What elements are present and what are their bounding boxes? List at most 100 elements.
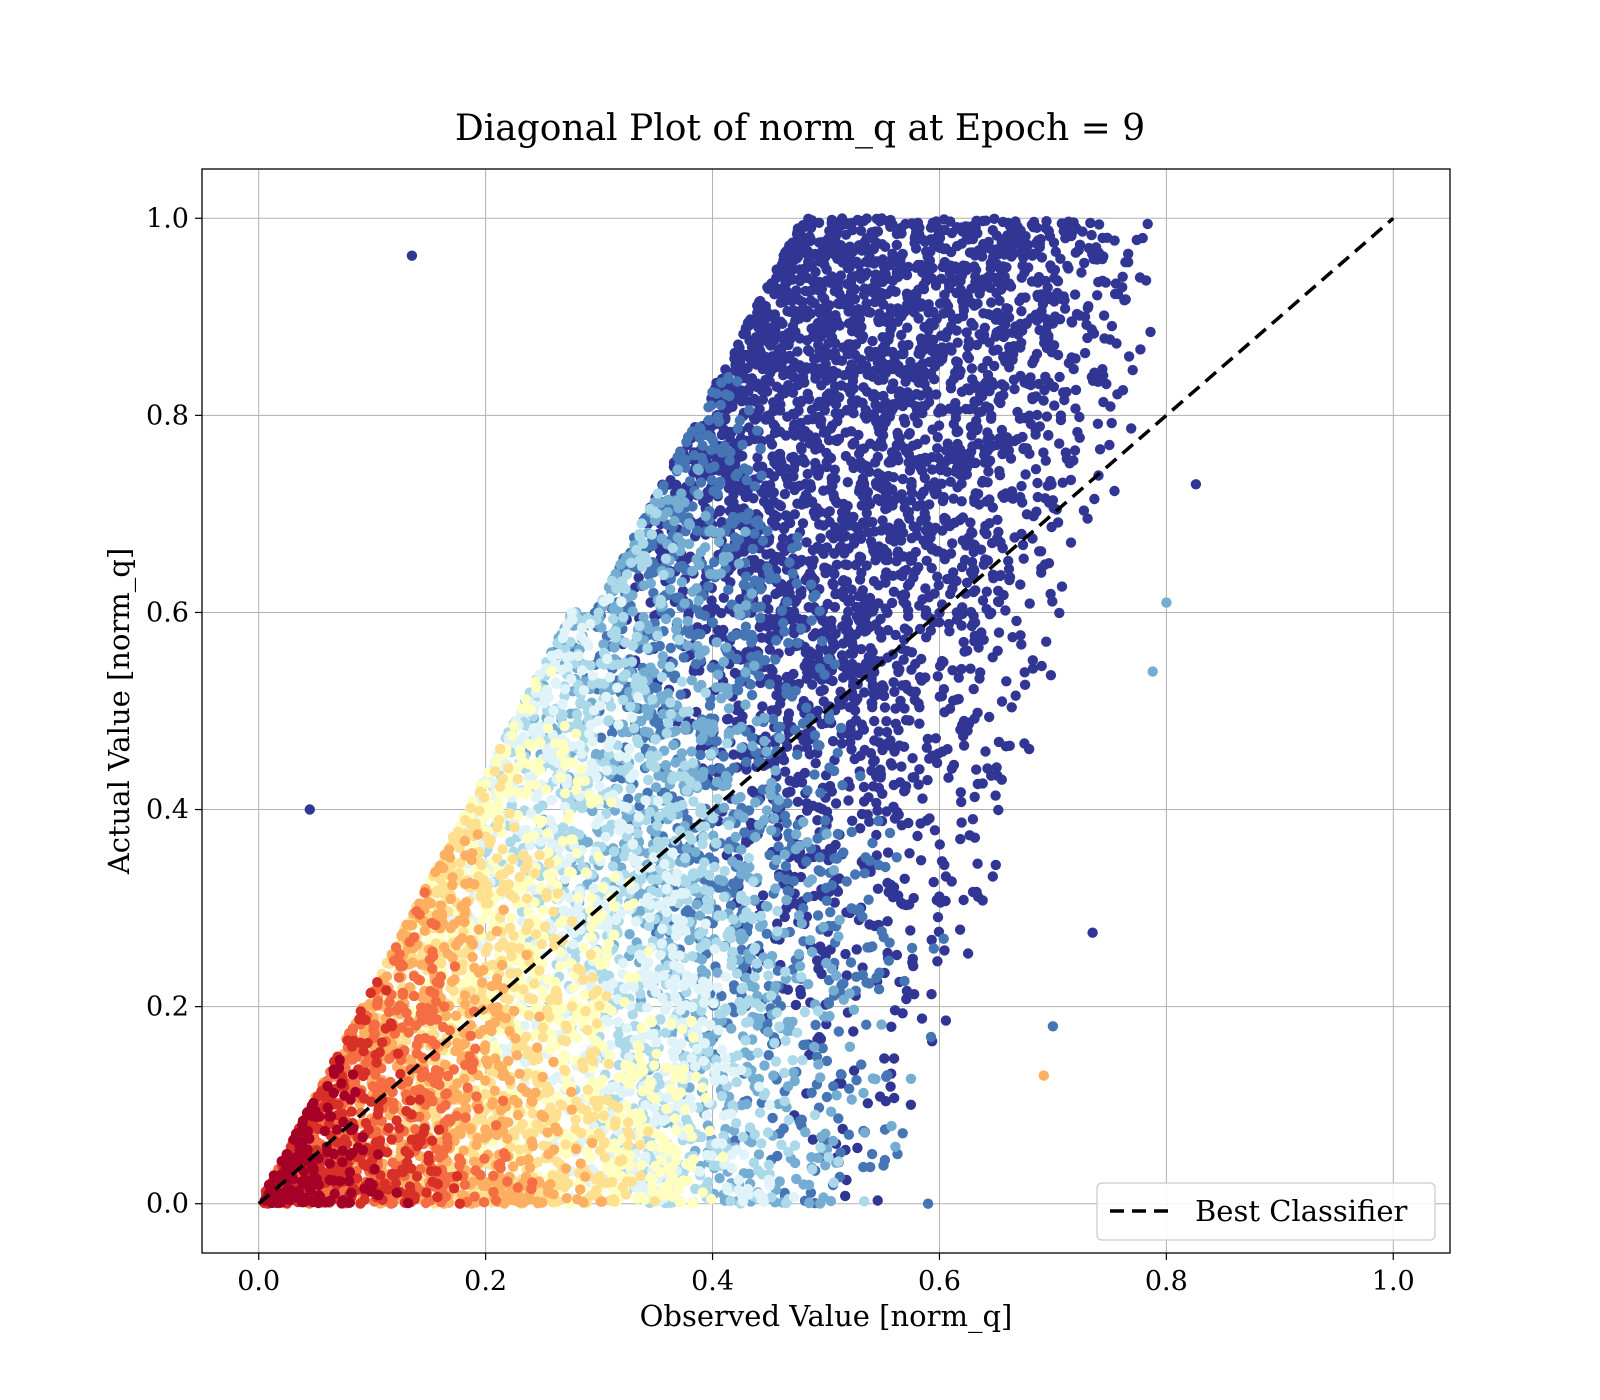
scatter-point bbox=[958, 730, 969, 742]
scatter-point bbox=[886, 1021, 897, 1032]
scatter-point bbox=[749, 481, 761, 492]
scatter-point bbox=[1032, 409, 1043, 421]
scatter-point bbox=[820, 346, 831, 357]
scatter-point bbox=[1089, 493, 1100, 505]
scatter-point bbox=[803, 1179, 815, 1191]
scatter-point bbox=[739, 463, 750, 474]
scatter-point bbox=[1070, 247, 1082, 258]
scatter-point bbox=[710, 443, 722, 454]
scatter-point bbox=[900, 781, 912, 792]
scatter-point bbox=[921, 742, 932, 753]
scatter-point bbox=[809, 1041, 820, 1053]
scatter-point bbox=[1030, 424, 1041, 436]
scatter-point bbox=[824, 484, 835, 495]
scatter-point bbox=[791, 829, 802, 840]
scatter-point bbox=[891, 852, 902, 863]
scatter-point bbox=[821, 542, 833, 553]
scatter-point bbox=[1074, 411, 1085, 423]
scatter-point bbox=[787, 568, 798, 579]
scatter-point bbox=[815, 1072, 826, 1083]
scatter-point bbox=[624, 929, 635, 940]
scatter-point bbox=[781, 895, 792, 906]
scatter-point bbox=[899, 975, 910, 987]
scatter-point bbox=[845, 737, 856, 748]
scatter-point bbox=[838, 251, 849, 262]
scatter-point bbox=[905, 555, 916, 566]
scatter-point bbox=[991, 762, 1002, 773]
scatter-point bbox=[991, 258, 1002, 269]
scatter-point bbox=[914, 623, 926, 635]
scatter-point bbox=[979, 322, 990, 333]
scatter-point bbox=[642, 643, 653, 654]
scatter-point bbox=[870, 226, 881, 237]
scatter-point bbox=[987, 871, 998, 882]
scatter-point bbox=[740, 526, 751, 537]
scatter-point bbox=[712, 488, 723, 500]
scatter-points bbox=[259, 213, 1202, 1209]
scatter-point bbox=[765, 789, 776, 801]
scatter-point bbox=[856, 1059, 867, 1070]
scatter-point bbox=[912, 417, 923, 429]
scatter-point bbox=[740, 667, 751, 678]
scatter-point bbox=[1069, 289, 1081, 300]
scatter-point bbox=[1066, 317, 1078, 328]
scatter-point bbox=[855, 456, 866, 467]
scatter-point bbox=[925, 1031, 937, 1043]
scatter-point bbox=[890, 1141, 901, 1153]
scatter-point bbox=[808, 275, 819, 286]
scatter-point bbox=[807, 544, 819, 556]
scatter-point bbox=[922, 1198, 934, 1209]
scatter-point bbox=[1054, 371, 1065, 383]
scatter-point bbox=[967, 441, 978, 452]
scatter-point bbox=[815, 686, 826, 697]
scatter-point bbox=[887, 275, 899, 286]
scatter-point bbox=[1111, 338, 1122, 349]
scatter-point bbox=[875, 769, 887, 780]
scatter-point bbox=[633, 572, 644, 583]
scatter-point bbox=[878, 1160, 889, 1171]
scatter-point bbox=[1018, 553, 1029, 564]
scatter-point bbox=[1092, 418, 1104, 429]
scatter-point bbox=[957, 311, 969, 322]
scatter-point bbox=[889, 1005, 901, 1016]
scatter-point bbox=[1009, 383, 1020, 395]
scatter-point bbox=[679, 598, 690, 609]
scatter-point bbox=[787, 1055, 798, 1066]
scatter-point bbox=[902, 322, 913, 333]
scatter-point bbox=[850, 559, 861, 571]
scatter-point bbox=[694, 608, 706, 620]
scatter-point bbox=[712, 669, 724, 680]
scatter-point bbox=[843, 520, 854, 531]
scatter-point bbox=[858, 796, 870, 807]
scatter-point bbox=[761, 746, 772, 757]
scatter-point bbox=[984, 609, 995, 620]
scatter-point bbox=[786, 691, 798, 702]
scatter-point bbox=[957, 602, 968, 613]
scatter-point bbox=[893, 455, 904, 466]
scatter-point bbox=[1005, 281, 1017, 292]
scatter-point bbox=[1054, 314, 1066, 325]
scatter-point bbox=[884, 937, 895, 948]
scatter-point bbox=[835, 722, 847, 734]
scatter-point bbox=[945, 246, 957, 258]
scatter-point bbox=[869, 296, 881, 308]
scatter-point bbox=[917, 793, 928, 804]
scatter-point bbox=[982, 445, 993, 456]
scatter-point bbox=[852, 309, 864, 321]
scatter-point bbox=[639, 726, 651, 737]
scatter-point bbox=[969, 791, 980, 803]
scatter-point bbox=[304, 804, 315, 815]
scatter-point bbox=[757, 701, 768, 712]
scatter-point bbox=[716, 377, 727, 388]
scatter-point bbox=[781, 596, 793, 608]
scatter-point bbox=[995, 570, 1006, 581]
scatter-point bbox=[826, 963, 837, 975]
scatter-point bbox=[749, 528, 760, 539]
scatter-point bbox=[883, 955, 894, 966]
scatter-point bbox=[914, 233, 925, 245]
scatter-point bbox=[947, 538, 958, 549]
scatter-point bbox=[922, 774, 933, 786]
scatter-point bbox=[972, 707, 983, 718]
scatter-point bbox=[920, 452, 931, 463]
scatter-point bbox=[756, 470, 767, 481]
